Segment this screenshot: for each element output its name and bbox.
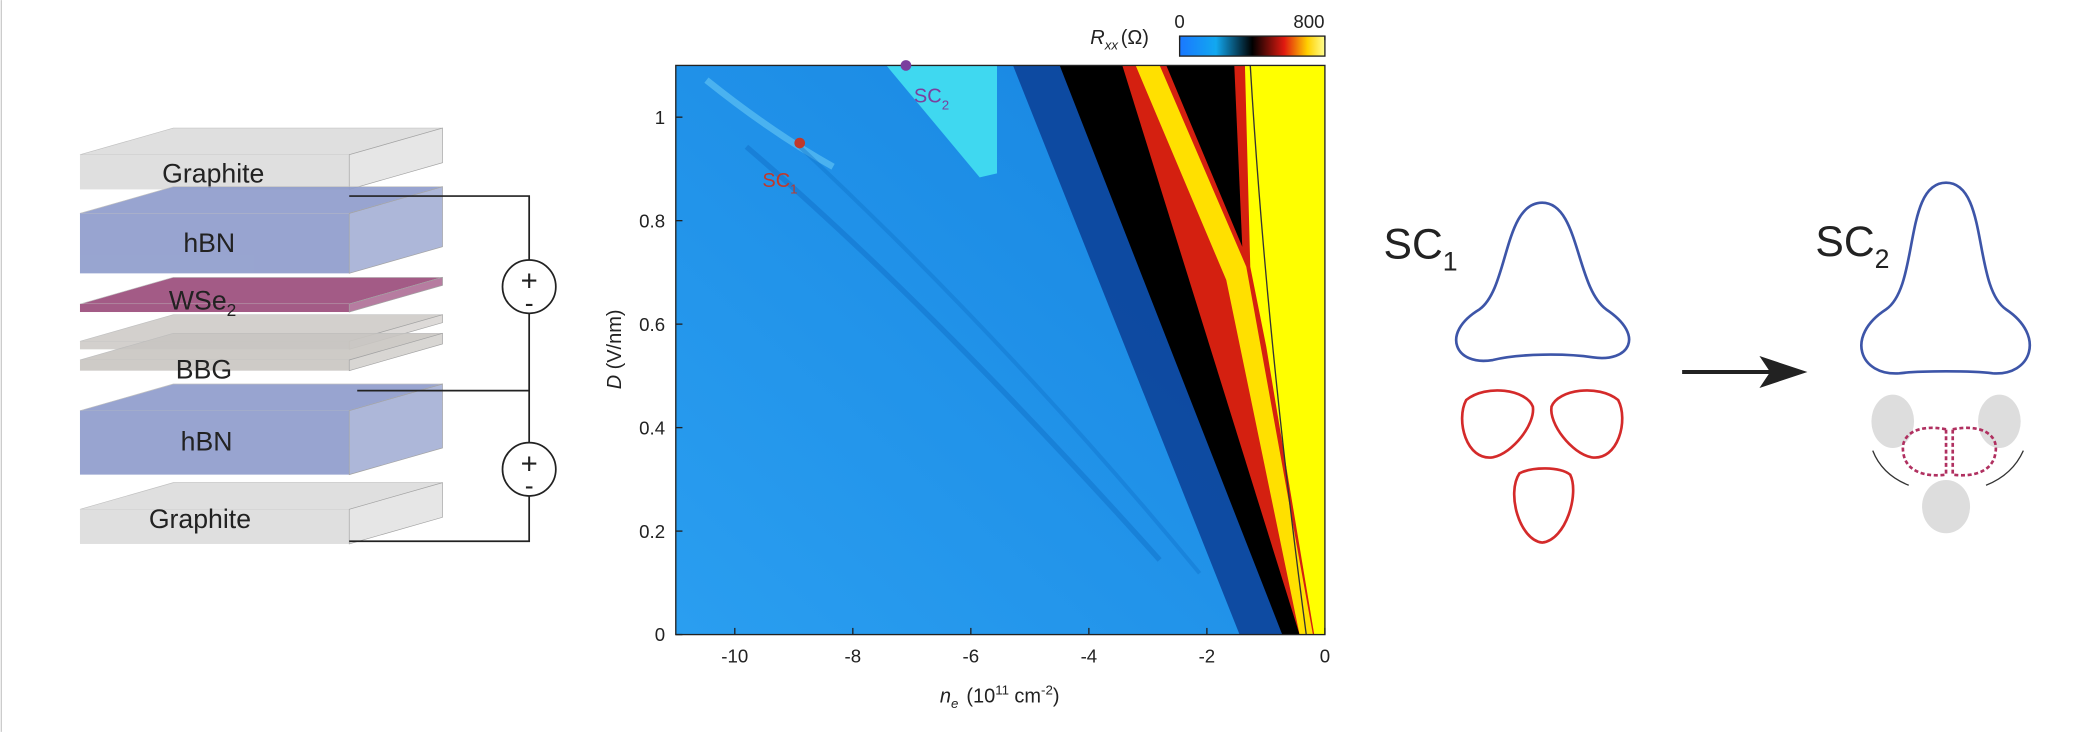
x-axis-label: ne (1011 cm-2) bbox=[940, 683, 1060, 711]
fermi-surfaces bbox=[1454, 181, 2032, 544]
layer-label: hBN bbox=[181, 427, 233, 457]
sc2-label: SC2 bbox=[1815, 218, 1889, 274]
layer bbox=[79, 186, 443, 274]
device-schematic: Graphite hBN WSe2 BBG hBN Graphite bbox=[79, 127, 443, 545]
layer-label: hBN bbox=[183, 228, 235, 258]
y-tick-label: 1 bbox=[655, 107, 665, 128]
label: SC bbox=[762, 170, 790, 192]
minus: - bbox=[525, 471, 534, 501]
sub: 2 bbox=[227, 300, 237, 320]
plot-frame bbox=[675, 64, 1326, 636]
layer-side bbox=[348, 127, 443, 190]
data-point bbox=[900, 60, 912, 71]
layer-front bbox=[79, 213, 350, 274]
y-tick-label: 0.8 bbox=[639, 210, 665, 231]
y-tick-label: 0 bbox=[655, 624, 665, 645]
layer-label: WSe2 bbox=[169, 285, 236, 320]
sub: e bbox=[951, 696, 958, 711]
layer-front bbox=[79, 154, 350, 190]
layer bbox=[79, 276, 443, 313]
layer-label: BBG bbox=[176, 355, 232, 385]
y-tick-label: 0.2 bbox=[639, 521, 665, 542]
y-tick-label: 0.4 bbox=[639, 417, 665, 438]
point-label: SC2 bbox=[914, 86, 949, 113]
y-axis-label: D (V/nm) bbox=[604, 309, 626, 389]
label: Graphite bbox=[149, 504, 251, 534]
label: Graphite bbox=[162, 159, 264, 189]
exp: -2 bbox=[1041, 683, 1053, 698]
unit: cm bbox=[1014, 686, 1041, 708]
colorbar-tick-label: 800 bbox=[1293, 11, 1324, 32]
layer bbox=[79, 482, 443, 545]
layer bbox=[79, 383, 443, 476]
layer-front bbox=[79, 509, 350, 544]
x-tick-label: -10 bbox=[721, 646, 748, 667]
layer-front bbox=[79, 304, 350, 313]
sub: 1 bbox=[790, 182, 797, 197]
label: SC bbox=[1815, 218, 1874, 266]
label: SC bbox=[1384, 221, 1443, 269]
layer-side bbox=[348, 276, 443, 313]
sub: 2 bbox=[942, 97, 949, 112]
layer-label: Graphite bbox=[149, 504, 251, 534]
data-point bbox=[794, 137, 806, 149]
x-tick-label: 0 bbox=[1320, 646, 1330, 667]
symbol: R bbox=[1090, 27, 1104, 49]
unit: (V/nm) bbox=[604, 309, 626, 369]
circuit bbox=[349, 195, 557, 543]
unit: (10 bbox=[966, 686, 995, 708]
exp: 11 bbox=[995, 683, 1009, 698]
colorbar bbox=[1178, 35, 1326, 57]
unit: (Ω) bbox=[1121, 27, 1149, 49]
label: SC bbox=[914, 86, 942, 108]
layer-side bbox=[348, 332, 443, 372]
layer-side bbox=[348, 383, 443, 476]
layer-front bbox=[79, 360, 350, 371]
symbol: D bbox=[604, 375, 626, 389]
sc1-label: SC1 bbox=[1384, 221, 1458, 277]
sub: 2 bbox=[1875, 244, 1890, 274]
sub: xx bbox=[1104, 37, 1120, 52]
x-tick-label: -6 bbox=[963, 646, 980, 667]
plus: + bbox=[521, 447, 538, 480]
x-tick-label: -4 bbox=[1081, 646, 1098, 667]
symbol: n bbox=[940, 686, 951, 708]
label: WSe bbox=[169, 285, 227, 315]
layer bbox=[79, 127, 443, 190]
layer-front bbox=[79, 410, 350, 475]
point-label: SC1 bbox=[762, 170, 797, 197]
layer-side bbox=[348, 482, 443, 545]
x-tick-label: -8 bbox=[845, 646, 862, 667]
colorbar-tick-label: 0 bbox=[1174, 11, 1184, 32]
layer bbox=[79, 332, 443, 372]
heatmap-image bbox=[675, 65, 1325, 635]
sub: 1 bbox=[1443, 247, 1458, 277]
minus: - bbox=[525, 288, 534, 318]
label: hBN bbox=[183, 228, 235, 258]
layer-label: Graphite bbox=[162, 159, 264, 189]
close: ) bbox=[1053, 686, 1060, 708]
y-tick-label: 0.6 bbox=[639, 314, 665, 335]
plus: + bbox=[521, 265, 538, 298]
label: hBN bbox=[181, 427, 233, 457]
colorbar-label: Rxx (Ω) bbox=[1090, 27, 1149, 52]
label: BBG bbox=[176, 355, 232, 385]
x-tick-label: -2 bbox=[1199, 646, 1216, 667]
